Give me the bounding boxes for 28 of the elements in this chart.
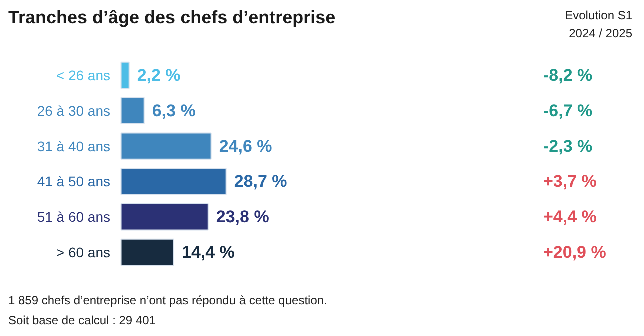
- text: Evolution S1 2024 / 2025: [565, 8, 633, 41]
- text: +20,9 %: [544, 243, 606, 262]
- text: -2,3 %: [544, 136, 593, 156]
- bar: [120, 204, 209, 231]
- text: 1 859 chefs d’entreprise n’ont pas répondu à cette question.: [8, 294, 328, 308]
- y-tick-label: 41 à 50 ans: [37, 174, 110, 190]
- text: -6,7 %: [544, 101, 593, 120]
- y-tick-label: < 26 ans: [56, 68, 111, 84]
- text: +4,4 %: [544, 208, 597, 227]
- text: Soit base de calcul : 29 401: [8, 314, 156, 328]
- data-label: 24,6 %: [219, 136, 272, 156]
- bar: [120, 168, 227, 196]
- data-label: 14,4 %: [182, 243, 235, 262]
- y-tick-label: 31 à 40 ans: [37, 138, 110, 154]
- y-tick-label: 26 à 30 ans: [37, 102, 110, 119]
- y-tick-label: 51 à 60 ans: [37, 209, 110, 226]
- bar: [120, 62, 130, 90]
- bar: [120, 238, 174, 266]
- text: +3,7 %: [544, 172, 597, 192]
- data-label: 23,8 %: [216, 208, 270, 227]
- data-label: 6,3 %: [152, 101, 196, 120]
- data-label: 2,2 %: [137, 66, 181, 85]
- data-label: 28,7 %: [234, 172, 288, 192]
- y-tick-label: > 60 ans: [56, 244, 111, 260]
- text: -8,2 %: [544, 66, 593, 85]
- bar: [120, 97, 145, 124]
- bar: [120, 132, 212, 160]
- chart-title: Tranches d’âge des chefs d’entreprise: [8, 8, 336, 28]
